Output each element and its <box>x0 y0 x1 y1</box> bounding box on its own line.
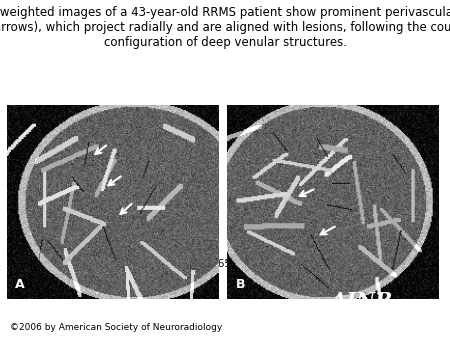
Text: AMERICAN JOURNAL OF NEURORADIOLOGY: AMERICAN JOURNAL OF NEURORADIOLOGY <box>306 319 418 324</box>
Text: Y. Ge AJNR Am J Neuroradiol 2006;27:1165-1176: Y. Ge AJNR Am J Neuroradiol 2006;27:1165… <box>10 259 261 269</box>
Text: B: B <box>236 279 245 291</box>
Text: AINR: AINR <box>331 291 393 311</box>
Text: Axial T2-weighted images of a 43-year-old RRMS patient show prominent perivascul: Axial T2-weighted images of a 43-year-ol… <box>0 6 450 49</box>
Text: A: A <box>15 279 25 291</box>
Text: ©2006 by American Society of Neuroradiology: ©2006 by American Society of Neuroradiol… <box>10 323 222 333</box>
